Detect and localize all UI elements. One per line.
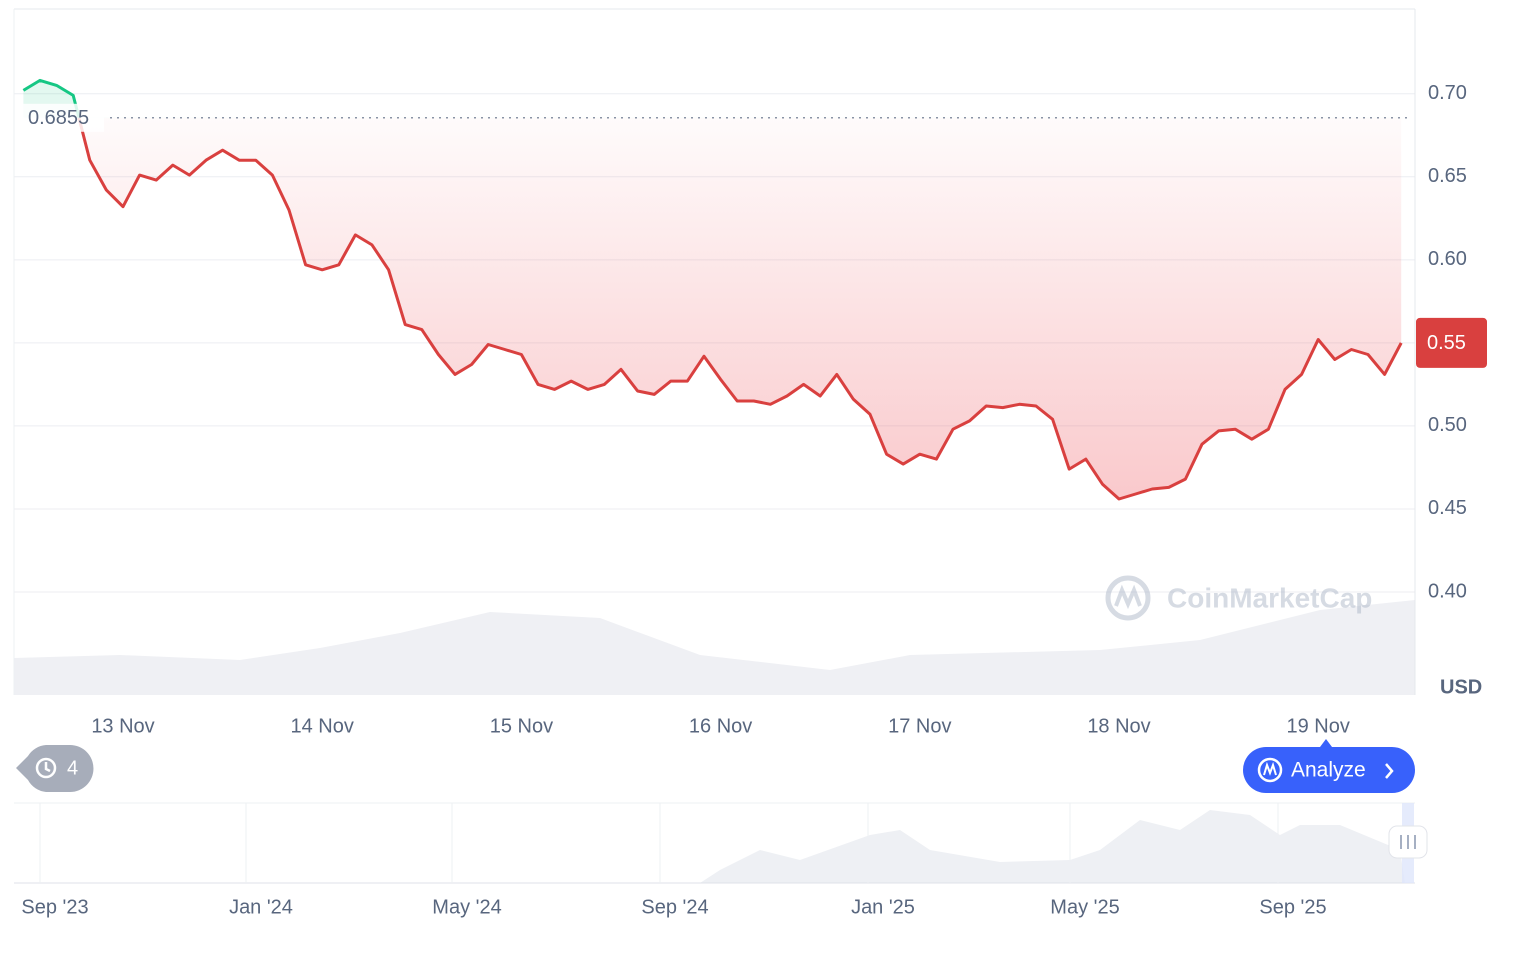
current-price-label: 0.55: [1427, 332, 1466, 354]
price-line-below: [77, 117, 1403, 501]
x-tick-label: 19 Nov: [1287, 715, 1350, 737]
y-tick-label: 0.60: [1428, 248, 1467, 270]
y-tick-label: 0.40: [1428, 580, 1467, 602]
current-price-badge: [1416, 317, 1487, 368]
history-icon-hand: [44, 762, 51, 773]
reference-label: 0.6855: [28, 107, 89, 129]
navigator-area: [14, 810, 1405, 883]
navigator-label: Sep '23: [21, 896, 88, 918]
navigator-label: Sep '24: [641, 896, 708, 918]
area-below: [78, 117, 1402, 499]
button-bg: [1243, 747, 1415, 793]
button-pointer: [1320, 739, 1332, 747]
y-tick-label: 0.45: [1428, 497, 1467, 519]
x-tick-label: 13 Nov: [91, 715, 154, 737]
volume-area: [14, 600, 1415, 695]
x-tick-label: 15 Nov: [490, 715, 553, 737]
x-tick-label: 17 Nov: [888, 715, 951, 737]
navigator-handle[interactable]: [1388, 825, 1428, 859]
button-icon: [1257, 757, 1283, 783]
plot: 0.6855: [22, 78, 1410, 501]
y-tick-label: 0.65: [1428, 165, 1467, 187]
currency-label: USD: [1440, 676, 1482, 698]
y-tick-label: 0.70: [1428, 82, 1467, 104]
watermark-text: CoinMarketCap: [1167, 582, 1372, 613]
x-tick-label: 14 Nov: [291, 715, 354, 737]
button-chevron: [1385, 763, 1394, 779]
navigator-label: Jan '24: [229, 896, 293, 918]
history-badge[interactable]: 4: [16, 745, 94, 792]
watermark: CoinMarketCap: [1105, 575, 1372, 621]
y-tick-label: 0.50: [1428, 414, 1467, 436]
navigator-label: Jan '25: [851, 896, 915, 918]
x-tick-label: 18 Nov: [1087, 715, 1150, 737]
button-label: Analyze: [1291, 759, 1366, 782]
navigator: Sep '23 Jan '24 May '24 Sep '24 Jan '25 May '…: [14, 802, 1428, 918]
analyze-button[interactable]: Analyze: [1243, 739, 1415, 793]
button-icon-mark: [1263, 761, 1277, 776]
x-tick-label: 16 Nov: [689, 715, 752, 737]
navigator-label: May '24: [432, 896, 501, 918]
history-icon: [35, 757, 57, 779]
navigator-label: May '25: [1050, 896, 1119, 918]
navigator-label: Sep '25: [1259, 896, 1326, 918]
history-count: 4: [67, 757, 78, 779]
reference-label-bg: [22, 103, 104, 132]
